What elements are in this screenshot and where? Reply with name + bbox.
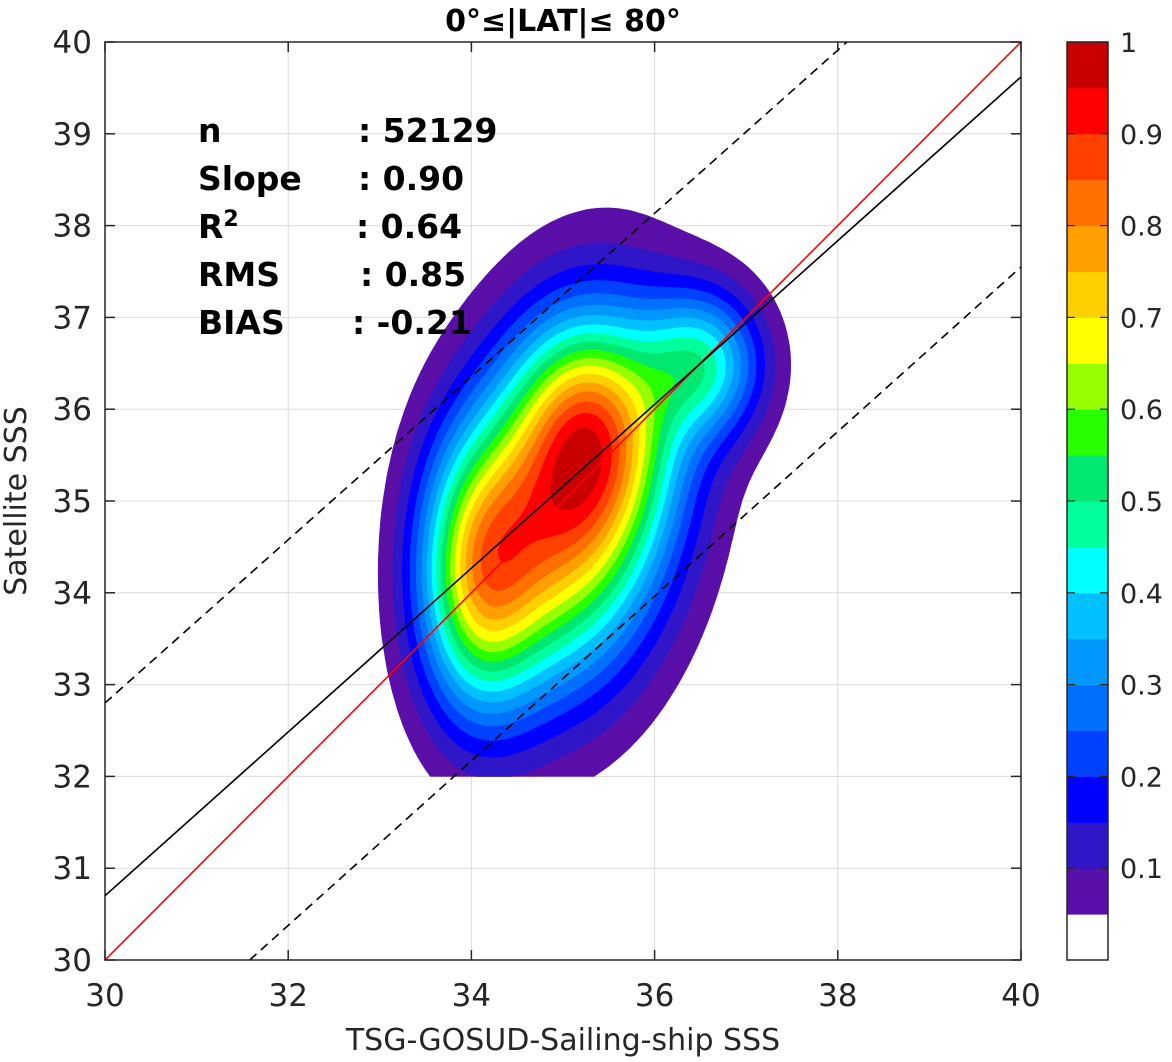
- stat-value: : 0.64: [356, 207, 462, 246]
- y-tick-label: 35: [53, 484, 92, 520]
- x-tick-label: 38: [818, 978, 857, 1014]
- x-axis-label: TSG-GOSUD-Sailing-ship SSS: [345, 1023, 780, 1058]
- chart-title: 0°≤|LAT|≤ 80°: [445, 4, 681, 39]
- colorbar-tick-label: 0.8: [1120, 212, 1163, 243]
- y-tick-label: 33: [53, 668, 92, 704]
- y-tick-label: 34: [53, 576, 92, 612]
- stat-name: RMS: [198, 255, 280, 294]
- colorbar-segment: [1067, 638, 1108, 686]
- reference-lines: [105, 42, 1021, 960]
- y-tick-label: 30: [53, 943, 92, 979]
- colorbar-segment: [1067, 501, 1108, 548]
- stats-box: n : 52129 Slope : 0.90 R2 : 0.64 RMS : 0.85 BIAS…: [198, 111, 498, 342]
- colorbar-segment: [1067, 317, 1108, 364]
- stat-name: R2: [198, 207, 239, 247]
- axes: 30 32 34 36 38 40 30 31 32 33 34 35 36 37 38 39 40: [53, 25, 1041, 1014]
- colorbar-tick-label: 0.6: [1120, 395, 1163, 426]
- colorbar-segment: [1067, 133, 1108, 181]
- x-tick-label: 36: [635, 978, 674, 1014]
- colorbar-segment: [1067, 776, 1108, 823]
- stat-name: BIAS: [198, 303, 285, 342]
- x-tick-label: 30: [85, 978, 124, 1014]
- colorbar-tick-label: 0.7: [1120, 303, 1163, 334]
- y-tick-label: 31: [53, 851, 92, 887]
- colorbar-tick-label: 0.5: [1120, 487, 1163, 518]
- colorbar-segment: [1067, 730, 1108, 777]
- colorbar-segment: [1067, 546, 1108, 594]
- colorbar-segment: [1067, 87, 1108, 135]
- colorbar-segment: [1067, 868, 1108, 915]
- stat-value: : 52129: [358, 111, 498, 150]
- y-tick-label: 32: [53, 759, 92, 795]
- colorbar-segment: [1067, 42, 1108, 89]
- colorbar-tick-label: 0.4: [1120, 579, 1163, 610]
- contour-band: [550, 427, 603, 511]
- colorbar-tick-label: 1: [1120, 28, 1137, 59]
- stat-superscript: 2: [223, 207, 238, 232]
- stat-name: n: [198, 111, 222, 150]
- y-tick-label: 36: [53, 392, 92, 428]
- stat-value: : 0.85: [360, 255, 466, 294]
- colorbar-segment: [1067, 363, 1108, 410]
- y-tick-label: 37: [53, 300, 92, 336]
- upper-bound-line: [105, 42, 848, 704]
- colorbar-segment: [1067, 225, 1108, 272]
- x-tick-label: 32: [268, 978, 307, 1014]
- x-tick-label: 34: [452, 978, 491, 1014]
- y-axis-label: Satellite SSS: [0, 406, 34, 596]
- lower-bound-line: [249, 266, 1021, 960]
- stat-value: : 0.90: [358, 159, 464, 198]
- y-tick-label: 39: [53, 117, 92, 153]
- one-to-one-line: [105, 42, 1021, 960]
- colorbar-tick-label: 0.1: [1120, 854, 1163, 885]
- density-contours: [377, 207, 792, 777]
- colorbar-segment: [1067, 684, 1108, 731]
- colorbar-tick-label: 0.3: [1120, 671, 1163, 702]
- colorbar-segment: [1067, 455, 1108, 502]
- colorbar-tick-label: 0.9: [1120, 120, 1163, 151]
- x-tick-label: 40: [1001, 978, 1040, 1014]
- colorbar-tick-label: 0.2: [1120, 762, 1163, 793]
- colorbar-segment: [1067, 592, 1108, 640]
- colorbar-segment: [1067, 914, 1108, 961]
- colorbar-segment: [1067, 822, 1108, 869]
- colorbar-segment: [1067, 179, 1108, 227]
- regression-line: [105, 76, 1021, 897]
- colorbar-segment: [1067, 409, 1108, 456]
- y-tick-label: 38: [53, 209, 92, 245]
- colorbar-segment: [1067, 271, 1108, 318]
- stat-name: Slope: [198, 159, 302, 198]
- colorbar: 0.1 0.2 0.3 0.4 0.5 0.6 0.7 0.8 0.9 1: [1066, 28, 1163, 961]
- stat-value: : -0.21: [352, 303, 472, 342]
- y-tick-label: 40: [53, 25, 92, 61]
